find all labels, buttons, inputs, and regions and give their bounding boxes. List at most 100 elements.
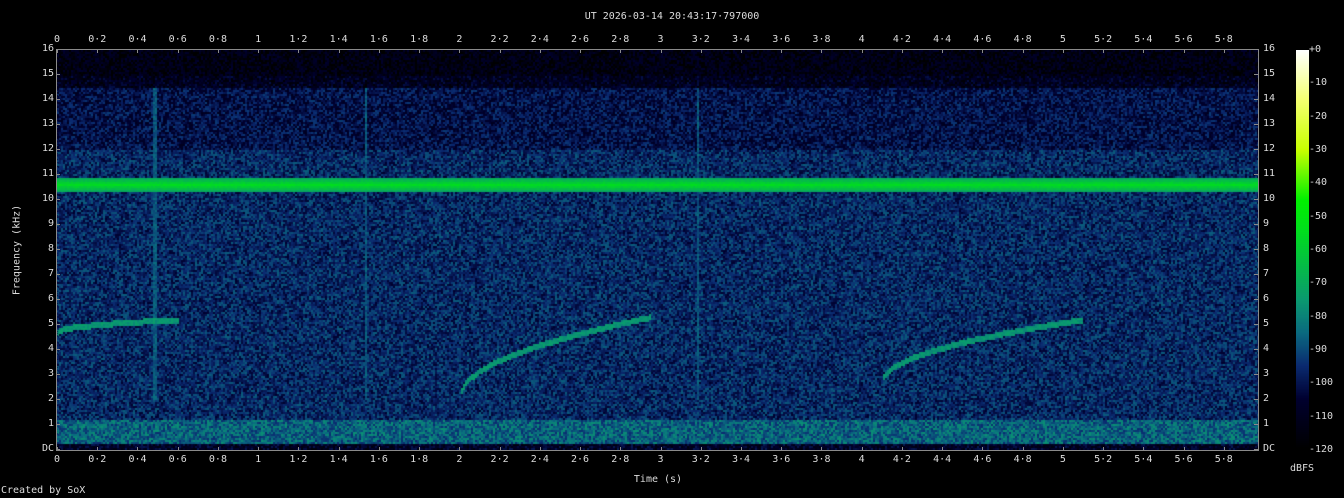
y-tick-label-left: 10: [41, 193, 54, 204]
colorbar-tick-label: -10: [1309, 77, 1328, 89]
y-tick-label-left: 16: [41, 43, 54, 54]
y-tick-label-right: 4: [1263, 343, 1270, 354]
x-tick-label-bottom: 1·6: [369, 454, 388, 465]
x-tick-label-bottom: 1·2: [289, 454, 308, 465]
y-tick-label-right: 7: [1263, 268, 1270, 279]
colorbar-tick-label: -90: [1309, 344, 1328, 355]
x-tick-label-top: 5·6: [1174, 34, 1193, 45]
x-tick-label-top: 1·4: [329, 34, 348, 45]
x-tick-mark: [982, 49, 984, 53]
colorbar-label: dBFS: [1289, 463, 1315, 474]
y-tick-mark: [1254, 324, 1258, 325]
x-tick-label-top: 0·8: [208, 34, 227, 45]
y-tick-label-right: 13: [1263, 118, 1276, 129]
y-tick-mark: [1254, 124, 1258, 125]
y-tick-label-right: 5: [1263, 318, 1270, 329]
x-tick-label-top: 1: [255, 34, 262, 45]
x-tick-label-bottom: 2·2: [490, 454, 509, 465]
x-tick-label-top: 2·2: [490, 34, 509, 45]
x-tick-label-top: 5·8: [1214, 34, 1233, 45]
x-tick-label-bottom: 4: [858, 454, 865, 465]
x-tick-mark: [1022, 447, 1024, 451]
plot-frame: [56, 49, 1259, 451]
x-tick-mark: [660, 447, 662, 451]
x-tick-mark: [539, 49, 541, 53]
y-tick-mark: [1254, 49, 1258, 50]
x-tick-mark: [861, 49, 863, 53]
y-tick-mark: [56, 49, 60, 50]
x-tick-mark: [57, 49, 58, 53]
y-tick-label-left: 7: [47, 268, 54, 279]
x-tick-label-bottom: 0: [53, 454, 61, 465]
x-tick-mark: [580, 447, 582, 451]
y-tick-mark: [1254, 374, 1258, 375]
x-tick-mark: [740, 49, 742, 53]
x-tick-label-top: 2·6: [571, 34, 590, 45]
x-tick-mark: [459, 49, 461, 53]
x-tick-label-top: 4·4: [933, 34, 952, 45]
y-tick-mark: [56, 299, 60, 300]
y-tick-mark: [1254, 249, 1258, 250]
y-tick-mark: [56, 424, 60, 425]
x-tick-label-top: 0: [53, 34, 61, 45]
y-tick-mark: [1254, 174, 1258, 175]
colorbar-tick-label: -110: [1309, 410, 1334, 422]
colorbar-tick-label: -70: [1309, 277, 1328, 289]
colorbar-tick-label: -80: [1309, 310, 1328, 322]
colorbar-tick-label: -30: [1309, 144, 1328, 155]
x-tick-mark: [1022, 49, 1024, 53]
y-tick-label-right: 1: [1263, 418, 1270, 429]
y-tick-mark: [1254, 424, 1258, 425]
x-tick-mark: [258, 49, 260, 53]
y-tick-label-left: 13: [41, 118, 54, 129]
y-tick-mark: [56, 224, 60, 225]
y-tick-label-right: 3: [1263, 368, 1270, 379]
y-tick-mark: [56, 149, 60, 150]
x-tick-mark: [419, 49, 421, 53]
colorbar-tick-label: -100: [1309, 377, 1334, 389]
y-tick-label-right: 10: [1263, 193, 1276, 204]
x-tick-mark: [1183, 49, 1185, 53]
x-tick-mark: [1223, 49, 1225, 53]
x-tick-mark: [821, 49, 823, 53]
colorbar-tick-label: +0: [1309, 44, 1322, 55]
x-axis-label: Time (s): [633, 474, 683, 485]
x-tick-label-top: 3·4: [731, 34, 751, 45]
x-tick-label-bottom: 5·8: [1214, 454, 1233, 465]
y-tick-label-right: 16: [1263, 43, 1276, 54]
x-tick-label-top: 3·2: [691, 34, 710, 45]
x-tick-mark: [378, 447, 380, 451]
y-tick-mark: [56, 74, 60, 75]
x-tick-label-top: 1·2: [289, 34, 308, 45]
y-tick-mark: [1254, 224, 1258, 225]
x-tick-mark: [1183, 447, 1185, 451]
x-tick-mark: [700, 49, 702, 53]
x-tick-mark: [499, 447, 501, 451]
y-tick-label-left: 2: [47, 393, 54, 404]
x-tick-mark: [419, 447, 421, 451]
x-tick-label-bottom: 1: [255, 454, 262, 465]
y-tick-mark: [1254, 99, 1258, 100]
y-tick-label-left: 12: [41, 143, 54, 154]
x-tick-label-bottom: 5: [1059, 454, 1066, 465]
y-tick-mark: [56, 449, 60, 450]
x-tick-mark: [177, 447, 179, 451]
x-tick-mark: [660, 49, 662, 53]
y-tick-mark: [1254, 149, 1258, 150]
x-tick-label-top: 2·4: [530, 34, 549, 45]
y-tick-label-left: 15: [41, 68, 54, 79]
y-tick-label-left: DC: [41, 443, 54, 454]
x-tick-mark: [901, 447, 903, 451]
x-tick-mark: [1143, 49, 1145, 53]
x-tick-label-bottom: 3·8: [812, 454, 831, 465]
x-tick-mark: [298, 447, 300, 451]
x-tick-label-bottom: 0·2: [88, 454, 107, 465]
x-tick-label-bottom: 2·4: [530, 454, 549, 465]
x-tick-mark: [901, 49, 903, 53]
x-tick-label-bottom: 2·6: [571, 454, 590, 465]
y-tick-mark: [1254, 199, 1258, 200]
x-tick-label-bottom: 2: [456, 454, 463, 465]
x-tick-mark: [258, 447, 260, 451]
x-tick-label-bottom: 4·4: [933, 454, 952, 465]
spectrogram-heatmap: [57, 50, 1258, 450]
